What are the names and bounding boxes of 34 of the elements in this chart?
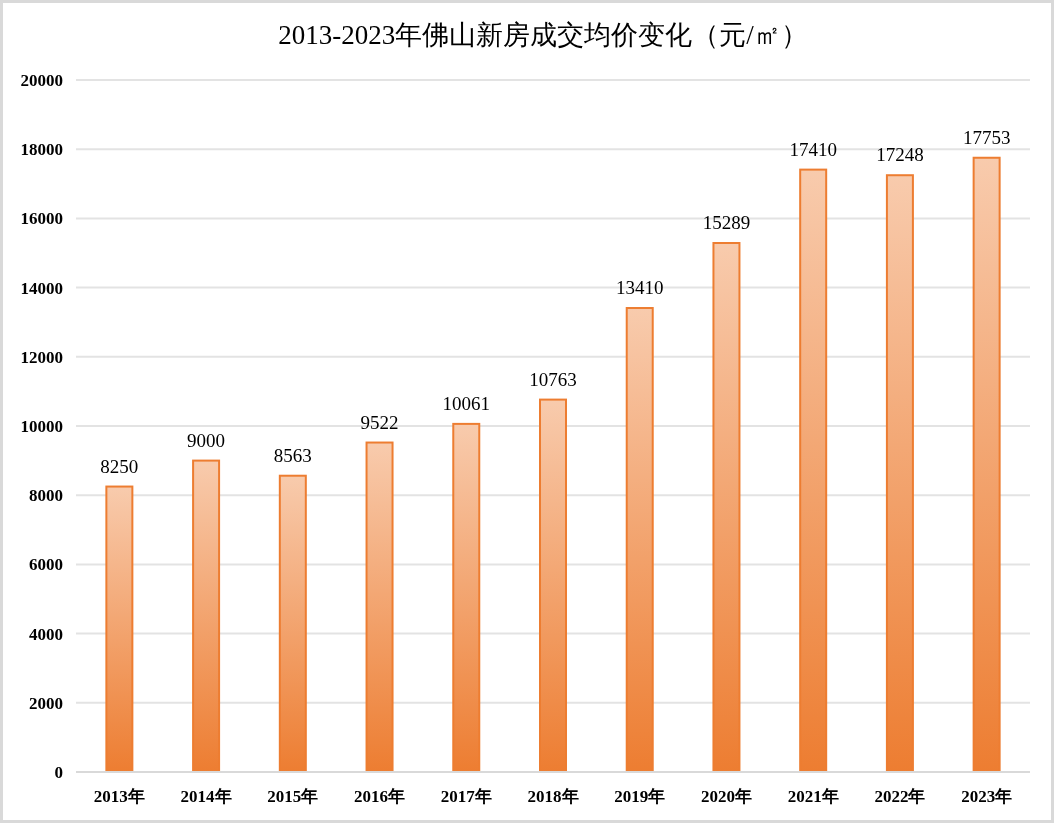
x-tick-label: 2023年 [961, 787, 1013, 806]
data-label: 10763 [529, 368, 577, 390]
y-tick-label: 6000 [29, 555, 63, 575]
x-tick-label: 2017年 [440, 787, 492, 806]
data-label: 17248 [876, 144, 924, 166]
y-tick-label: 10000 [20, 417, 63, 436]
x-tick-label: 2020年 [700, 787, 752, 806]
y-tick-label: 20000 [20, 71, 63, 90]
y-tick-label: 12000 [20, 347, 63, 367]
x-tick-label: 2015年 [267, 787, 319, 806]
y-tick-label: 16000 [20, 209, 63, 229]
data-label: 17753 [962, 126, 1011, 148]
y-tick-label: 2000 [29, 693, 63, 713]
data-label: 17410 [789, 138, 837, 160]
y-tick-label: 8000 [29, 486, 63, 506]
y-tick-label: 18000 [20, 140, 63, 160]
data-label: 9522 [360, 411, 399, 433]
data-label: 15289 [702, 212, 751, 233]
x-tick-label: 2013年 [93, 787, 145, 806]
x-tick-label: 2014年 [180, 787, 232, 806]
x-tick-label: 2019年 [614, 787, 666, 806]
y-tick-label: 0 [54, 763, 63, 782]
data-label: 10061 [442, 392, 490, 414]
data-label: 13410 [616, 277, 664, 298]
y-tick-label: 14000 [20, 278, 63, 298]
data-label: 8563 [273, 444, 312, 466]
data-label: 8250 [100, 455, 139, 477]
x-tick-label: 2016年 [354, 787, 406, 806]
x-tick-label: 2021年 [787, 787, 839, 806]
x-tick-label: 2018年 [527, 787, 579, 806]
y-tick-label: 4000 [29, 624, 63, 644]
x-tick-label: 2022年 [874, 787, 926, 806]
data-label: 9000 [187, 429, 226, 451]
title: 2013-2023年佛山新房成交均价变化（元/㎡） [278, 20, 808, 50]
